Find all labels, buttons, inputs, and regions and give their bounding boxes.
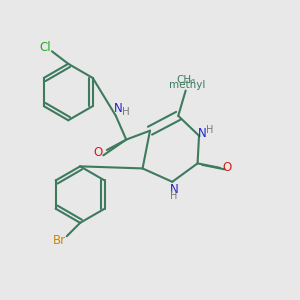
Text: Cl: Cl (39, 41, 51, 54)
Text: H: H (122, 107, 130, 117)
Text: Br: Br (53, 234, 66, 247)
Text: O: O (223, 161, 232, 174)
Text: CH₃: CH₃ (176, 75, 195, 85)
Text: N: N (114, 102, 123, 115)
Text: H: H (170, 191, 178, 201)
Text: N: N (198, 127, 206, 140)
Text: O: O (93, 146, 103, 160)
Text: N: N (169, 183, 178, 196)
Text: methyl: methyl (169, 80, 205, 90)
Text: H: H (206, 125, 213, 135)
